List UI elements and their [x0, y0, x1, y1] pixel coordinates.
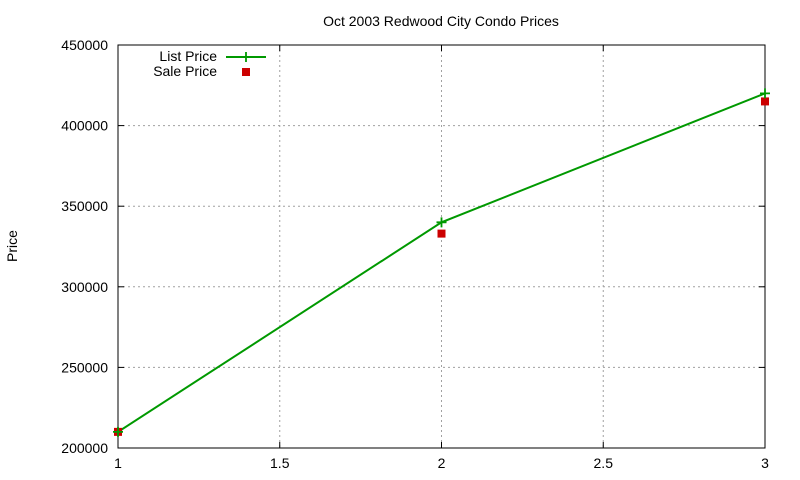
data-point-list-price: [113, 426, 123, 437]
x-tick-label: 2: [438, 455, 446, 471]
legend-label-sale-price: Sale Price: [153, 63, 217, 79]
legend: List Price Sale Price: [153, 48, 266, 79]
grid: [118, 45, 765, 448]
y-tick-label: 350000: [61, 198, 108, 214]
y-tick-label: 400000: [61, 118, 108, 134]
data-point-sale-price: [761, 97, 769, 106]
data-point-list-price: [760, 88, 770, 99]
chart-title: Oct 2003 Redwood City Condo Prices: [323, 13, 559, 29]
data-point-sale-price: [437, 229, 446, 238]
y-tick-label: 200000: [61, 440, 108, 456]
legend-plus-marker: [241, 52, 251, 62]
legend-marker-list-price: [241, 52, 251, 62]
axis-ticks: 1 1.5 2 2.5 3 200000 250000 300000 350000 400000 4…: [61, 37, 769, 471]
x-tick-label: 1: [114, 455, 122, 471]
y-tick-label: 250000: [61, 359, 108, 375]
data-point-list-price: [436, 217, 447, 228]
y-tick-label: 300000: [61, 279, 108, 295]
x-tick-label: 1.5: [270, 455, 290, 471]
series: [113, 88, 770, 437]
x-tick-label: 2.5: [594, 455, 614, 471]
legend-label-list-price: List Price: [159, 48, 217, 64]
y-tick-label: 450000: [61, 37, 108, 53]
y-axis-label: Price: [4, 230, 20, 262]
legend-marker-sale-price: [242, 68, 250, 76]
x-tick-label: 3: [761, 455, 769, 471]
